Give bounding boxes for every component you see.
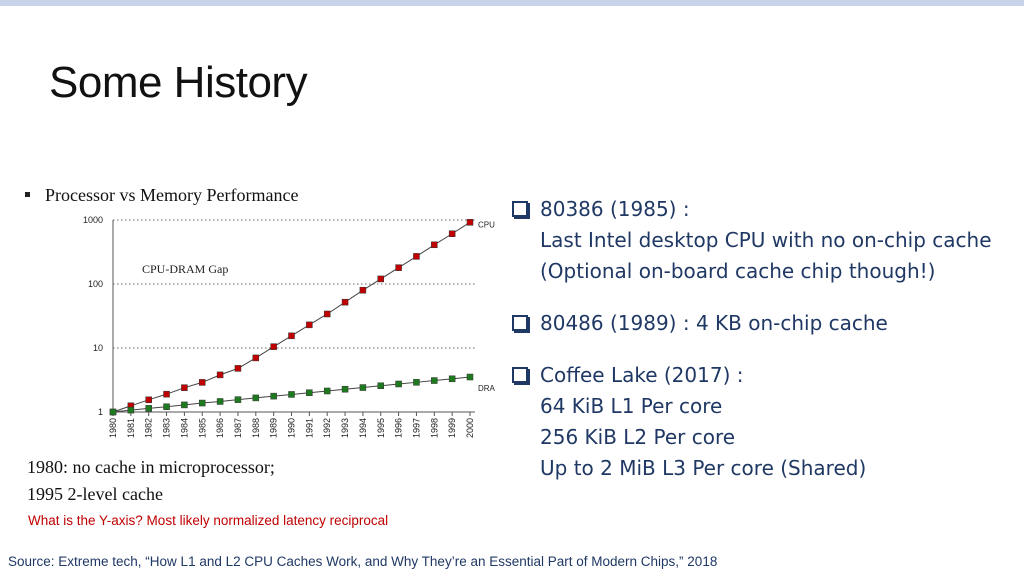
dram-data-point (181, 401, 188, 409)
dram-data-point (288, 391, 295, 398)
dram-data-point (323, 387, 331, 395)
x-tick-label: 1997 (411, 418, 421, 438)
dram-data-point (448, 375, 456, 383)
cpu-data-point (234, 365, 242, 372)
x-tick-label: 1984 (179, 418, 189, 438)
source-citation: Source: Extreme tech, “How L1 and L2 CPU… (8, 554, 718, 569)
note-1980: 1980: no cache in microprocessor; (27, 457, 275, 477)
bullet-coffee-lake: Coffee Lake (2017) : 64 KiB L1 Per core … (510, 360, 1020, 484)
x-tick-label: 1980 (108, 418, 118, 438)
note-1995: 1995 2-level cache (27, 484, 163, 504)
cpu-data-point (252, 354, 260, 362)
x-tick-label: 1996 (394, 418, 404, 438)
cpu-data-point (270, 343, 277, 350)
x-tick-label: 1992 (322, 418, 332, 438)
bullet-80486: 80486 (1989) : 4 KB on-chip cache (510, 308, 1020, 339)
dram-data-point (395, 380, 402, 388)
chart-heading-text: Processor vs Memory Performance (45, 185, 299, 205)
x-tick-label: 1990 (287, 418, 297, 438)
y-tick-label: 10 (93, 343, 103, 353)
dram-data-point (359, 384, 367, 391)
cpu-data-point (306, 321, 313, 329)
x-tick-label: 1998 (429, 418, 439, 438)
cpu-series-label: CPU (478, 220, 495, 229)
cpu-dram-gap-annotation: CPU-DRAM Gap (142, 262, 228, 276)
y-tick-label: 1 (98, 407, 103, 417)
bullet-list: 80386 (1985) : Last Intel desktop CPU wi… (510, 194, 1020, 505)
dram-data-point (466, 373, 474, 381)
dram-data-point (413, 379, 420, 386)
cpu-data-point (341, 298, 349, 306)
x-tick-label: 1988 (251, 418, 261, 438)
cpu-data-point (395, 264, 402, 271)
bullet-line: Up to 2 MiB L3 Per core (Shared) (540, 456, 867, 480)
x-tick-label: 1991 (304, 418, 314, 438)
bullet-80386: 80386 (1985) : Last Intel desktop CPU wi… (510, 194, 1020, 287)
y-tick-label: 100 (88, 279, 103, 289)
x-tick-label: 1981 (126, 418, 136, 438)
x-tick-label: 1993 (340, 418, 350, 438)
dram-data-point (341, 385, 349, 393)
bullet-line: (Optional on-board cache chip though!) (540, 259, 936, 283)
x-tick-label: 1983 (162, 418, 172, 438)
cpu-data-point (288, 332, 295, 340)
cpu-data-point (448, 230, 456, 237)
bullet-line: 80486 (1989) : 4 KB on-chip cache (540, 311, 888, 335)
bullet-line: Last Intel desktop CPU with no on-chip c… (540, 228, 992, 252)
checkbox-bullet-icon (512, 315, 528, 331)
cpu-data-point (377, 275, 384, 283)
top-accent-bar (0, 0, 1024, 6)
dram-data-point (163, 403, 170, 410)
yaxis-question-note: What is the Y-axis? Most likely normaliz… (28, 513, 389, 528)
bullet-line: 64 KiB L1 Per core (540, 394, 723, 418)
x-tick-label: 1985 (197, 418, 207, 438)
performance-chart: 1 10 100 1000 1980 1981 1982 1983 1984 1985 1986 19… (83, 215, 495, 438)
dram-data-point (377, 382, 384, 390)
y-tick-label: 1000 (83, 215, 103, 225)
x-tick-label: 1987 (233, 418, 243, 438)
cpu-data-point (181, 384, 188, 391)
bullet-line: 256 KiB L2 Per core (540, 425, 736, 449)
dram-data-point (234, 396, 242, 403)
dram-data-point (216, 398, 224, 405)
dram-data-point (109, 408, 117, 416)
bullet-line: 80386 (1985) : (540, 197, 690, 221)
x-tick-label: 1999 (447, 418, 457, 438)
x-tick-label: 2000 (465, 418, 475, 438)
dram-data-point (127, 406, 135, 414)
dram-data-point (306, 389, 313, 396)
cpu-data-point (216, 371, 224, 379)
dram-data-point (199, 399, 206, 407)
cpu-data-point (163, 390, 170, 398)
dram-data-point (270, 392, 277, 400)
dram-series-label: DRAM (478, 384, 495, 393)
checkbox-bullet-icon (512, 201, 528, 217)
bullet-line: Coffee Lake (2017) : (540, 363, 744, 387)
cpu-data-point (199, 379, 206, 386)
x-tick-label: 1995 (376, 418, 386, 438)
x-tick-label: 1989 (269, 418, 279, 438)
dram-data-point (252, 394, 260, 402)
cpu-data-point (145, 396, 152, 404)
cpu-data-point (323, 310, 331, 318)
square-bullet-icon (25, 192, 30, 198)
x-tick-label: 1994 (358, 418, 368, 438)
checkbox-bullet-icon (512, 367, 528, 383)
cpu-data-point (466, 219, 474, 226)
x-tick-label: 1982 (144, 418, 154, 438)
dram-data-point (431, 377, 438, 384)
cpu-data-point (359, 286, 367, 294)
cpu-data-point (413, 253, 420, 260)
slide-title: Some History (49, 58, 308, 107)
chart-heading: Processor vs Memory Performance (25, 185, 298, 206)
cpu-data-point (431, 241, 438, 249)
dram-data-point (145, 405, 152, 412)
x-tick-label: 1986 (215, 418, 225, 438)
